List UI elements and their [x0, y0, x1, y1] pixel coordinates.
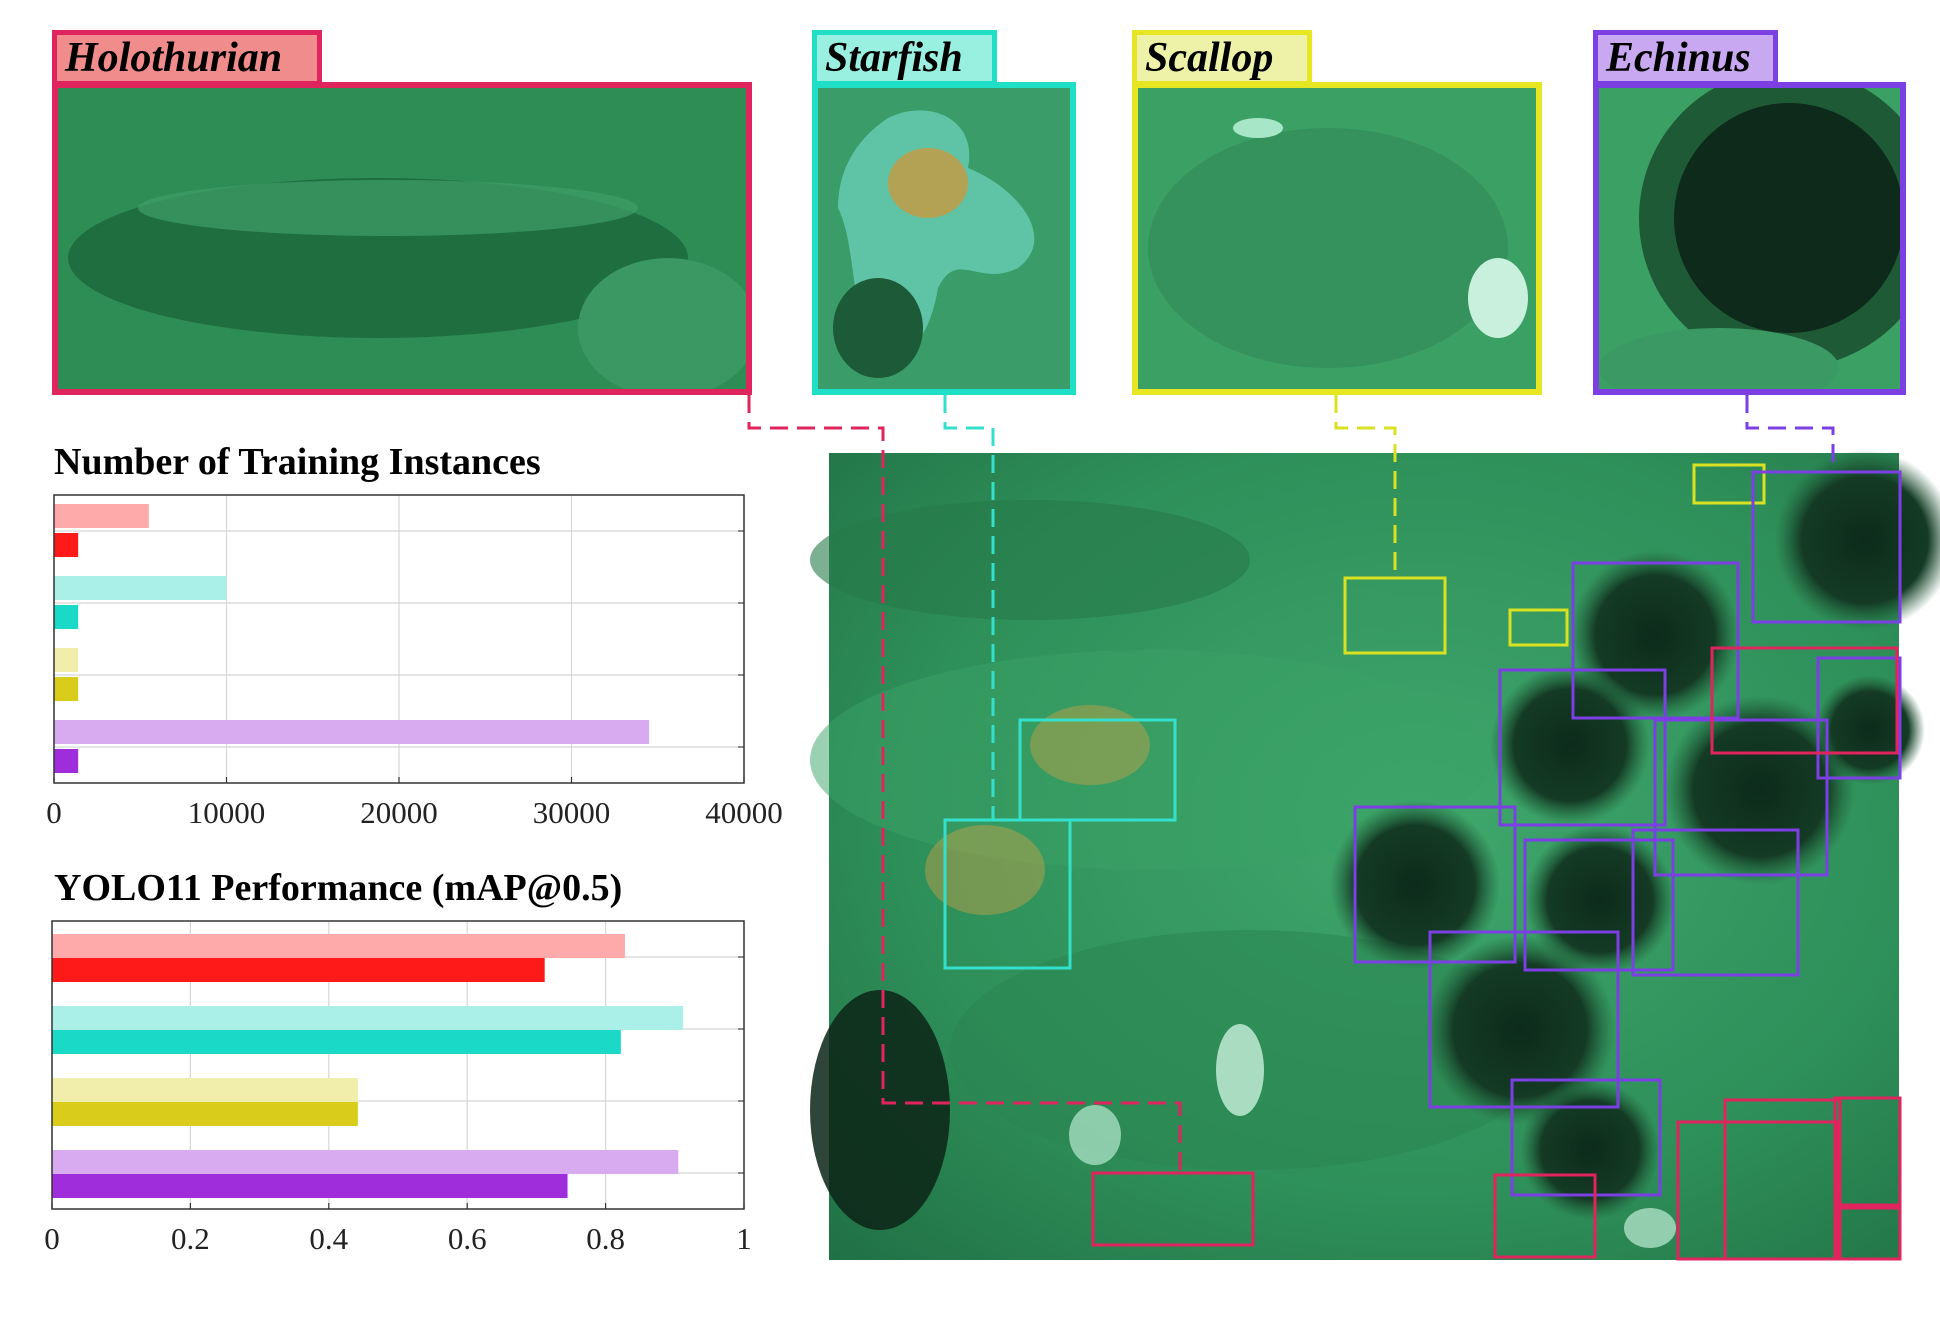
holothurian-photo — [58, 88, 746, 389]
performance-xtick-label: 1 — [736, 1221, 752, 1256]
performance-bar-echinus-light — [52, 1150, 679, 1174]
instances-bar-starfish-light — [54, 576, 227, 600]
performance-bar-holothurian-light — [52, 934, 625, 958]
instances-bar-scallop-light — [54, 648, 79, 672]
echinus-label: Echinus — [1593, 30, 1778, 86]
instances-bar-holothurian-light — [54, 504, 149, 528]
performance-bar-starfish-dark — [52, 1030, 621, 1054]
instances-bar-starfish-dark — [54, 605, 79, 629]
scallop-label: Scallop — [1132, 30, 1312, 86]
instances-bar-scallop-dark — [54, 677, 79, 701]
instances-xtick-label: 20000 — [360, 795, 438, 830]
instances-xtick-label: 40000 — [705, 795, 783, 830]
scallop-crop — [1132, 82, 1542, 395]
holothurian-crop — [52, 82, 752, 395]
performance-bar-starfish-light — [52, 1006, 684, 1030]
instances-xtick-label: 30000 — [533, 795, 611, 830]
starfish-photo — [818, 88, 1070, 389]
instances-bar-echinus-light — [54, 720, 650, 744]
leader-lines — [747, 395, 1835, 1173]
instances-xtick-label: 10000 — [188, 795, 266, 830]
performance-xtick-label: 0.2 — [171, 1221, 210, 1256]
performance-bar-echinus-dark — [52, 1174, 568, 1198]
scallop-photo — [1138, 88, 1536, 389]
performance-bar-scallop-light — [52, 1078, 358, 1102]
starfish-label: Starfish — [812, 30, 997, 86]
scallop-boxes — [1343, 463, 1766, 655]
instances-bar-holothurian-dark — [54, 533, 79, 557]
instances-xtick-label: 0 — [46, 795, 62, 830]
holothurian-boxes — [1091, 646, 1902, 1261]
performance-xtick-label: 0 — [44, 1221, 60, 1256]
performance-bar-scallop-dark — [52, 1102, 358, 1126]
holothurian-label: Holothurian — [52, 30, 322, 86]
instances-bar-echinus-dark — [54, 749, 79, 773]
starfish-crop — [812, 82, 1076, 395]
performance-axes-frame — [51, 920, 745, 1210]
performance-xtick-label: 0.8 — [586, 1221, 625, 1256]
performance-xtick-label: 0.4 — [309, 1221, 348, 1256]
echinus-photo — [1599, 88, 1900, 389]
performance-xtick-label: 0.6 — [448, 1221, 487, 1256]
performance-bar-holothurian-dark — [52, 958, 545, 982]
detection-boxes — [943, 463, 1902, 1261]
echinus-boxes — [1353, 470, 1902, 1197]
echinus-crop — [1593, 82, 1906, 395]
training-instances-chart-title: Number of Training Instances — [54, 441, 541, 483]
starfish-boxes — [943, 718, 1177, 970]
scene-photo — [810, 450, 1940, 1260]
performance-chart-title: YOLO11 Performance (mAP@0.5) — [54, 867, 623, 909]
